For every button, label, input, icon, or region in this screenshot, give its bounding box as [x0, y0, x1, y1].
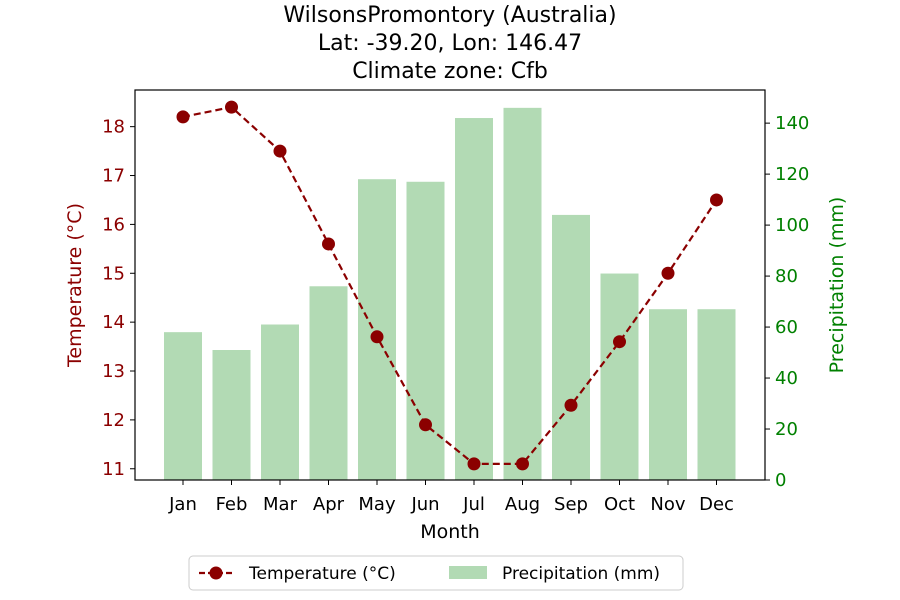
precipitation-bar-sep	[552, 214, 590, 480]
legend-precipitation-label: Precipitation (mm)	[502, 564, 660, 584]
temperature-point-apr	[322, 237, 335, 251]
temperature-point-jun	[419, 418, 432, 432]
precipitation-bar-aug	[503, 107, 542, 480]
precipitation-bar-may	[358, 179, 396, 480]
right-y-tick-label-0: 0	[775, 470, 786, 491]
precipitation-bar-dec	[697, 309, 736, 480]
legend-precipitation-swatch-icon	[449, 566, 487, 579]
chart-title-line-2: Lat: -39.20, Lon: 146.47	[318, 31, 582, 56]
x-tick-label-nov: Nov	[650, 494, 685, 515]
temperature-point-jan	[176, 110, 190, 124]
right-y-axis-ticks: 0 20 40 60 80 100 120 140	[765, 113, 809, 491]
right-y-tick-label-60: 60	[775, 317, 798, 338]
right-y-tick-label-100: 100	[775, 215, 809, 236]
legend-box	[188, 555, 684, 591]
chart-title-line-3: Climate zone: Cfb	[352, 59, 548, 84]
left-y-tick-label-15: 15	[102, 263, 125, 284]
x-axis-ticks: Jan Feb Mar Apr May Jun Jul Aug Sep Oct Nov Dec	[168, 480, 734, 515]
x-tick-label-aug: Aug	[505, 494, 540, 515]
x-axis-label: Month	[420, 521, 480, 543]
legend-temperature-label: Temperature (°C)	[248, 564, 396, 584]
temperature-line-path	[182, 105, 718, 465]
precipitation-bar-mar	[261, 324, 299, 480]
precipitation-bar-oct	[600, 273, 639, 480]
x-tick-label-may: May	[358, 494, 396, 515]
x-tick-label-feb: Feb	[216, 494, 248, 515]
temperature-point-aug	[516, 457, 529, 471]
temperature-point-jul	[467, 457, 481, 471]
chart-title: WilsonsPromontory (Australia) Lat: -39.2…	[283, 3, 616, 84]
legend-temperature-marker-icon	[209, 566, 223, 580]
precipitation-bar-apr	[309, 286, 348, 480]
precipitation-bar-feb	[212, 350, 251, 480]
temperature-point-sep	[564, 398, 578, 412]
x-tick-label-mar: Mar	[263, 494, 298, 515]
x-tick-label-apr: Apr	[313, 494, 345, 515]
right-y-tick-label-20: 20	[775, 419, 798, 440]
right-y-tick-label-140: 140	[775, 113, 809, 134]
precipitation-bar-jul	[455, 118, 493, 480]
x-tick-label-jun: Jun	[410, 494, 439, 515]
temperature-point-oct	[613, 335, 626, 349]
right-y-tick-label-40: 40	[775, 368, 798, 389]
plot-area-frame	[134, 89, 766, 481]
temperature-point-nov	[661, 266, 675, 280]
left-y-tick-label-18: 18	[102, 117, 125, 138]
temperature-point-mar	[273, 144, 287, 158]
right-y-tick-label-80: 80	[775, 266, 798, 287]
x-tick-label-jan: Jan	[168, 494, 197, 515]
left-y-tick-label-17: 17	[102, 166, 125, 187]
temperature-point-feb	[225, 100, 238, 114]
x-tick-label-jul: Jul	[462, 494, 485, 515]
left-y-tick-label-12: 12	[102, 410, 125, 431]
precipitation-bar-jan	[164, 332, 202, 480]
right-y-axis-label: Precipitation (mm)	[826, 197, 848, 374]
chart-legend: Temperature (°C) Precipitation (mm)	[188, 555, 684, 591]
left-y-tick-label-16: 16	[102, 214, 125, 235]
right-y-tick-label-120: 120	[775, 164, 809, 185]
left-y-tick-label-14: 14	[102, 312, 125, 333]
left-y-axis-ticks: 11 12 13 14 15 16 17 18	[102, 117, 135, 480]
precipitation-bar-nov	[649, 309, 687, 480]
chart-title-line-1: WilsonsPromontory (Australia)	[283, 3, 616, 28]
left-y-tick-label-11: 11	[102, 459, 125, 480]
x-tick-label-oct: Oct	[604, 494, 635, 515]
temperature-point-may	[370, 330, 384, 344]
x-tick-label-sep: Sep	[554, 494, 588, 515]
temperature-line	[176, 100, 723, 471]
temperature-point-dec	[710, 193, 723, 207]
left-y-tick-label-13: 13	[102, 361, 125, 382]
precipitation-bars	[164, 107, 736, 480]
left-y-axis-label: Temperature (°C)	[64, 203, 86, 368]
x-tick-label-dec: Dec	[699, 494, 734, 515]
